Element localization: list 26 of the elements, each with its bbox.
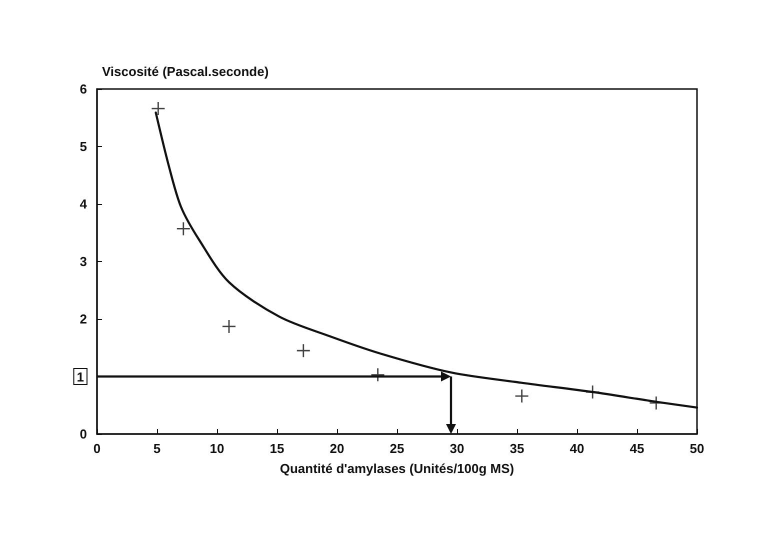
- x-tick-label: 5: [153, 441, 161, 456]
- y-tick-label: 3: [80, 254, 87, 269]
- x-tick-label: 40: [570, 441, 584, 456]
- y-axis-title: Viscosité (Pascal.seconde): [102, 64, 269, 79]
- x-tick-label: 25: [390, 441, 404, 456]
- x-tick-label: 45: [630, 441, 644, 456]
- point: [151, 101, 166, 116]
- y-tick-label: 2: [80, 312, 87, 326]
- point: [176, 222, 191, 236]
- point: [222, 319, 236, 334]
- y-tick-label: 6: [80, 82, 87, 96]
- x-tick-label: 0: [93, 441, 101, 456]
- point: [370, 368, 385, 382]
- y-tick-label: 5: [80, 139, 87, 154]
- x-tick-label: 10: [210, 441, 224, 456]
- point: [514, 388, 529, 404]
- point: [296, 343, 311, 358]
- x-tick-label: 20: [330, 441, 344, 456]
- y-tick-label: 1: [76, 370, 84, 384]
- x-tick-label: 30: [450, 441, 464, 456]
- x-axis-title: Quantité d'amylases (Unités/100g MS): [280, 461, 514, 476]
- x-tick-label: 35: [510, 441, 524, 456]
- x-tick-label: 15: [270, 441, 284, 456]
- x-tick-label: 50: [690, 441, 704, 456]
- y-tick-label: 0: [80, 426, 87, 442]
- y-tick-label: 4: [80, 196, 88, 212]
